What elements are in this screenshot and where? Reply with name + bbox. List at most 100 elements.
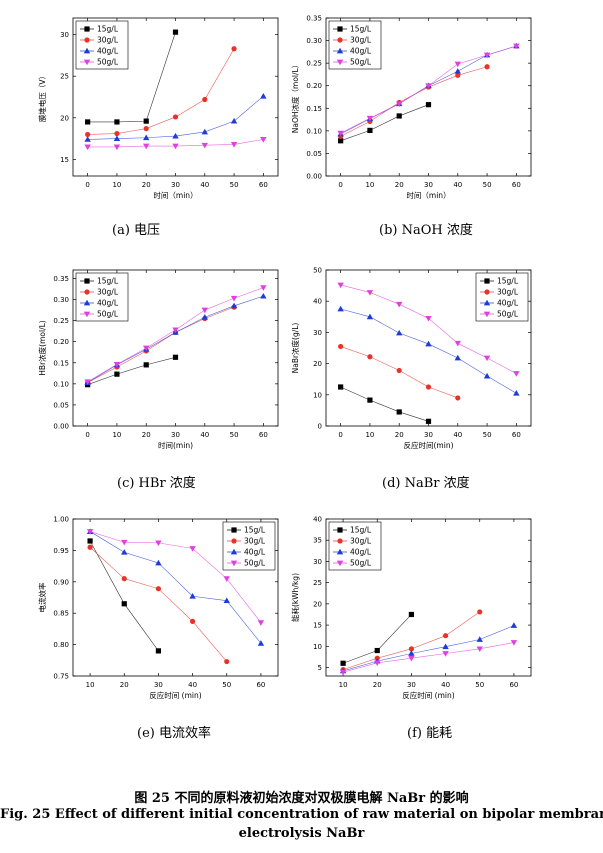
- data-point-e-40g/L: [223, 597, 230, 604]
- series-line-a-50g/L: [87, 139, 264, 148]
- data-point-c-50g/L: [201, 307, 208, 314]
- y-tick-label-a: 20: [60, 114, 69, 122]
- data-point-e-30g/L: [121, 576, 127, 582]
- legend-label-a: 30g/L: [97, 36, 119, 45]
- y-tick-label-f: 30: [313, 558, 322, 566]
- data-point-a-40g/L: [230, 117, 238, 124]
- legend-label-d: 50g/L: [497, 310, 519, 319]
- x-tick-label-f: 40: [441, 681, 450, 689]
- legend-label-c: 30g/L: [97, 288, 119, 297]
- y-tick-label-d: 10: [313, 391, 322, 399]
- data-point-c-30g/L: [172, 329, 179, 335]
- legend-marker-a: [84, 37, 90, 43]
- x-tick-label-f: 20: [373, 681, 382, 689]
- figure-caption-en-line2: electrolysis NaBr: [238, 826, 365, 841]
- series-line-d-15g/L: [340, 386, 429, 422]
- legend-label-c: 15g/L: [97, 277, 119, 286]
- x-tick-label-e: 30: [154, 681, 163, 689]
- data-point-b-40g/L: [483, 51, 491, 58]
- legend-marker-d: [483, 311, 491, 318]
- data-point-c-50g/L: [113, 362, 121, 368]
- data-point-a-15g/L: [143, 118, 149, 124]
- legend-marker-f: [337, 527, 343, 533]
- data-point-e-50g/L: [155, 540, 162, 547]
- legend-label-d: 40g/L: [497, 299, 519, 308]
- data-point-c-15g/L: [143, 362, 149, 368]
- series-line-d-40g/L: [340, 308, 517, 394]
- series-line-c-40g/L: [87, 295, 264, 383]
- legend-label-c: 50g/L: [97, 310, 119, 319]
- data-point-f-50g/L: [476, 646, 483, 653]
- data-point-e-15g/L: [121, 601, 127, 607]
- data-point-c-40g/L: [172, 329, 179, 335]
- data-point-a-50g/L: [113, 144, 121, 151]
- y-axis-label-a: 膜堆电压（V）: [37, 72, 47, 122]
- legend-label-c: 40g/L: [97, 299, 119, 308]
- legend-marker-f: [337, 538, 343, 544]
- y-tick-label-b: 0.30: [306, 37, 322, 45]
- data-point-f-40g/L: [442, 643, 449, 650]
- x-tick-label-e: 20: [120, 681, 129, 689]
- figure-caption-en-line1: Fig. 25 Effect of different initial conc…: [0, 807, 603, 822]
- y-axis-label-f: 能耗(kWh/kg): [290, 573, 300, 622]
- x-tick-label-f: 50: [475, 681, 484, 689]
- x-tick-label-a: 20: [142, 181, 151, 189]
- y-tick-label-a: 30: [60, 31, 69, 39]
- data-point-b-50g/L: [366, 115, 374, 122]
- legend-marker-d: [484, 289, 490, 295]
- x-tick-label-e: 10: [86, 681, 95, 689]
- data-point-d-30g/L: [396, 367, 402, 374]
- data-point-d-15g/L: [425, 418, 432, 424]
- y-tick-label-f: 35: [313, 537, 322, 545]
- chart-d-group: 0 10 20 30 40 50 60 0 10 20 30 40 50 反应时间(min) NaBr浓度(…: [290, 267, 532, 450]
- data-point-b-50g/L: [513, 43, 520, 50]
- x-tick-label-d: 30: [424, 431, 433, 439]
- y-tick-label-c: 0.20: [53, 338, 69, 346]
- data-point-b-30g/L: [367, 118, 373, 124]
- legend-marker-a: [84, 26, 90, 32]
- data-point-d-30g/L: [425, 384, 432, 390]
- series-line-c-15g/L: [87, 356, 176, 385]
- series-line-e-15g/L: [89, 540, 159, 652]
- data-point-b-40g/L: [396, 100, 403, 107]
- x-tick-label-c: 30: [171, 431, 180, 439]
- series-line-e-40g/L: [89, 531, 262, 644]
- data-point-e-40g/L: [121, 549, 128, 555]
- chart-e-group: 10 20 30 40 50 60 0.75 0.80 0.85 0.90 0.95 1.00 反应时间…: [37, 516, 279, 700]
- data-point-c-40g/L: [230, 302, 238, 309]
- y-axis-label-c: HBr浓度(mol/L): [37, 320, 47, 375]
- data-point-f-40g/L: [476, 636, 483, 642]
- x-axis-label-b: 时间（min）: [406, 190, 450, 200]
- series-line-f-15g/L: [342, 614, 412, 664]
- data-point-c-30g/L: [114, 364, 120, 370]
- data-point-a-30g/L: [85, 131, 91, 138]
- legend-marker-b: [337, 26, 343, 32]
- x-tick-label-b: 10: [365, 181, 374, 189]
- data-point-c-40g/L: [260, 292, 267, 299]
- series-line-e-50g/L: [89, 531, 262, 623]
- chart-a-group: 0 10 20 30 40 50 6015202530时间（min）膜堆电压（V）15g/L…: [37, 17, 279, 200]
- x-tick-label-b: 50: [483, 181, 492, 189]
- data-point-d-40g/L: [396, 329, 403, 336]
- subtitle-a: (a) 电压: [112, 223, 161, 238]
- legend-label-f: 40g/L: [350, 548, 372, 557]
- legend-label-f: 15g/L: [350, 526, 372, 535]
- data-point-b-50g/L: [337, 130, 344, 137]
- plot-frame-a: [72, 17, 279, 177]
- x-tick-label-b: 0: [338, 181, 342, 189]
- subtitle-f: (f) 能耗: [407, 726, 453, 741]
- y-tick-label-c: 0.25: [53, 317, 69, 325]
- legend-label-b: 40g/L: [350, 47, 372, 56]
- data-point-b-50g/L: [396, 101, 403, 107]
- data-point-d-40g/L: [513, 390, 520, 396]
- data-point-d-30g/L: [338, 343, 344, 350]
- y-axis-label-d: NaBr浓度(g/L): [290, 323, 300, 374]
- chart-b-group: 0 10 20 30 40 50 60 0.00 0.05 0.10 0.15 0.20 0.25 0.3…: [290, 15, 532, 200]
- legend-box-c: [75, 272, 129, 322]
- y-tick-label-b: 0.05: [306, 150, 322, 158]
- legend-marker-b: [337, 37, 343, 43]
- data-point-c-30g/L: [143, 348, 149, 354]
- legend-marker-c: [83, 299, 91, 306]
- x-tick-label-e: 50: [222, 681, 231, 689]
